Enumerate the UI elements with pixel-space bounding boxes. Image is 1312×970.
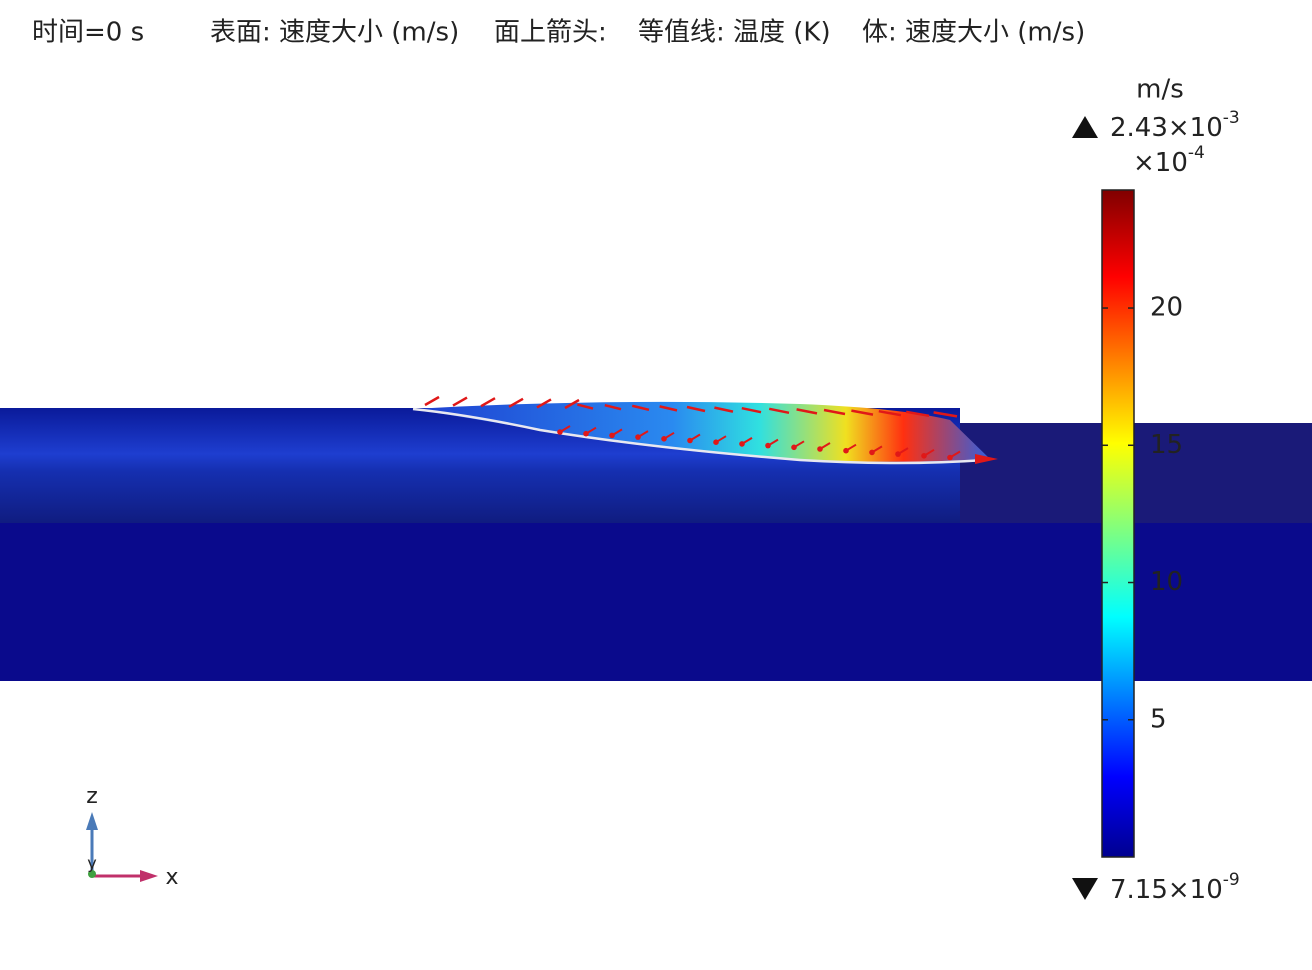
min-exp: -9 [1223, 870, 1240, 890]
y-label: y [87, 854, 96, 873]
arrow [577, 403, 594, 410]
multiplier-base: ×10 [1133, 148, 1188, 178]
arrow [508, 397, 524, 408]
arrow [871, 445, 883, 454]
arrow [823, 408, 846, 416]
time-label: 时间=0 s [32, 18, 144, 48]
max-marker [1072, 116, 1098, 138]
arrow [559, 425, 571, 433]
multiplier-label: ×10-4 [1133, 143, 1205, 178]
arrow [424, 395, 440, 407]
arrow [480, 397, 496, 408]
axes-triad: z y x [86, 784, 179, 890]
min-label: 7.15×10-9 [1110, 870, 1240, 905]
arrow [715, 435, 727, 444]
color-scale [1101, 189, 1135, 858]
arrow [819, 442, 831, 450]
arrow [933, 411, 958, 418]
layer-right [960, 423, 1312, 523]
arrow [452, 396, 468, 407]
y-axis [88, 870, 96, 878]
arrow [949, 450, 961, 459]
arrow [536, 398, 552, 409]
arrow [768, 407, 790, 415]
min-marker [1072, 878, 1098, 900]
colorbar: m/s 2.43×10-3 ×10-4 7.15×10-9 5 10 15 20 [1072, 75, 1240, 905]
z-arrowhead [86, 812, 98, 830]
arrows-label: 面上箭头: [494, 18, 607, 48]
arrow [923, 448, 935, 457]
max-exp: -3 [1223, 108, 1240, 128]
multiplier-exp: -4 [1188, 143, 1205, 163]
tick-label: 20 [1150, 293, 1183, 323]
x-label: x [165, 865, 178, 890]
z-label: z [86, 784, 98, 809]
arrow [585, 426, 597, 435]
tick-label: 5 [1150, 704, 1167, 734]
arrow [741, 406, 762, 414]
arrow [631, 404, 650, 412]
header: 时间=0 s 表面: 速度大小 (m/s) 面上箭头: 等值线: 温度 (K) … [32, 18, 1085, 48]
arrow [686, 405, 706, 413]
arrow [611, 428, 623, 437]
arrow [796, 408, 818, 415]
arrow-head [975, 454, 998, 464]
arrow [659, 405, 678, 412]
melt-pool [413, 401, 990, 462]
colorbar-unit: m/s [1136, 75, 1184, 105]
arrow [637, 430, 649, 438]
surface-label: 表面: 速度大小 (m/s) [210, 18, 459, 48]
max-label: 2.43×10-3 [1110, 108, 1240, 143]
arrow [905, 410, 930, 418]
contour-label: 等值线: 温度 (K) [638, 18, 831, 48]
arrow [604, 403, 622, 411]
tick-label: 10 [1150, 567, 1183, 597]
arrow [793, 440, 805, 449]
volume-label: 体: 速度大小 (m/s) [862, 18, 1085, 48]
arrow [878, 409, 902, 417]
arrow-field [424, 395, 998, 464]
arrow [714, 406, 734, 413]
max-base: 2.43×10 [1110, 113, 1223, 143]
arrow [689, 433, 701, 442]
arrow [564, 398, 580, 410]
arrow [741, 437, 753, 445]
arrow [845, 443, 857, 452]
arrow [663, 431, 675, 440]
arrow [767, 438, 779, 447]
x-arrowhead [140, 870, 158, 882]
arrow [897, 447, 909, 455]
arrow [851, 409, 874, 416]
domain [0, 395, 1312, 681]
min-base: 7.15×10 [1110, 875, 1223, 905]
tick-label: 15 [1150, 430, 1183, 460]
substrate [0, 523, 1312, 681]
contour-line [412, 407, 986, 465]
